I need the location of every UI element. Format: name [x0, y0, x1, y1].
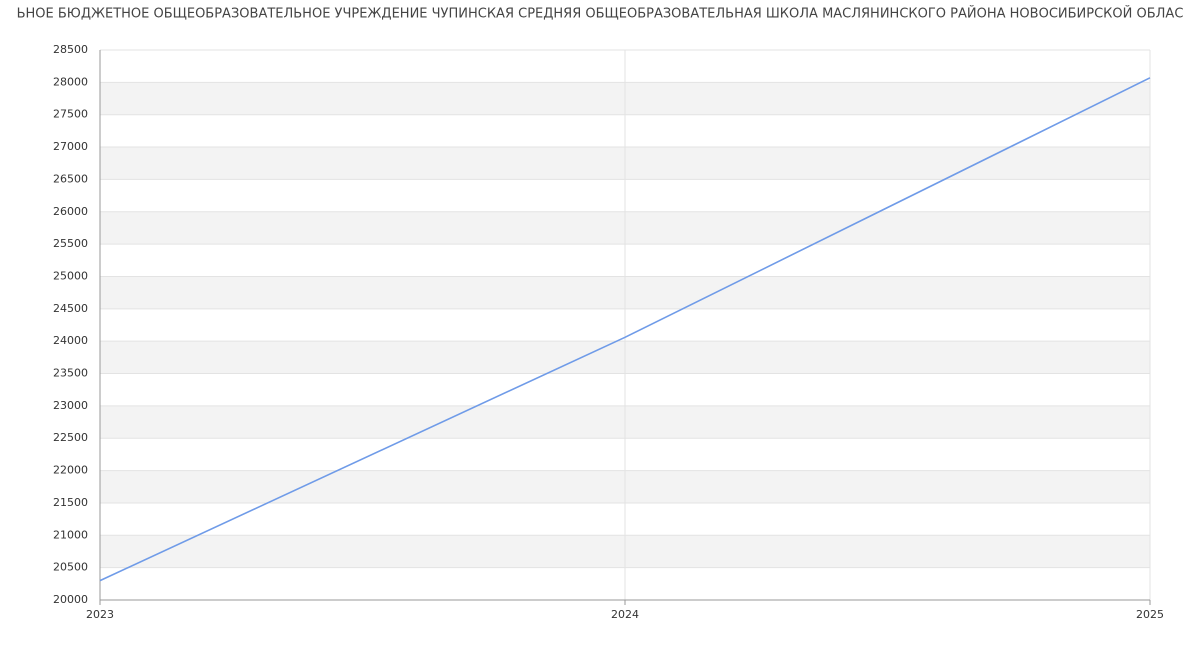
- y-tick-label: 22500: [53, 431, 88, 444]
- x-tick-label: 2025: [1136, 608, 1164, 621]
- y-tick-label: 25500: [53, 237, 88, 250]
- x-tick-label: 2024: [611, 608, 639, 621]
- y-tick-label: 21500: [53, 496, 88, 509]
- y-tick-label: 23500: [53, 367, 88, 380]
- y-tick-label: 20500: [53, 561, 88, 574]
- y-tick-label: 26500: [53, 172, 88, 185]
- y-tick-label: 27500: [53, 108, 88, 121]
- y-tick-label: 28500: [53, 43, 88, 56]
- y-tick-label: 20000: [53, 593, 88, 606]
- y-tick-label: 28000: [53, 75, 88, 88]
- y-tick-label: 24500: [53, 302, 88, 315]
- y-tick-label: 27000: [53, 140, 88, 153]
- x-tick-label: 2023: [86, 608, 114, 621]
- y-tick-label: 26000: [53, 205, 88, 218]
- y-tick-label: 22000: [53, 464, 88, 477]
- y-tick-label: 24000: [53, 334, 88, 347]
- y-tick-label: 25000: [53, 269, 88, 282]
- data-line: [99, 77, 1151, 582]
- y-tick-label: 23000: [53, 399, 88, 412]
- chart-title: ЬНОЕ БЮДЖЕТНОЕ ОБЩЕОБРАЗОВАТЕЛЬНОЕ УЧРЕЖ…: [17, 6, 1184, 22]
- y-tick-label: 21000: [53, 528, 88, 541]
